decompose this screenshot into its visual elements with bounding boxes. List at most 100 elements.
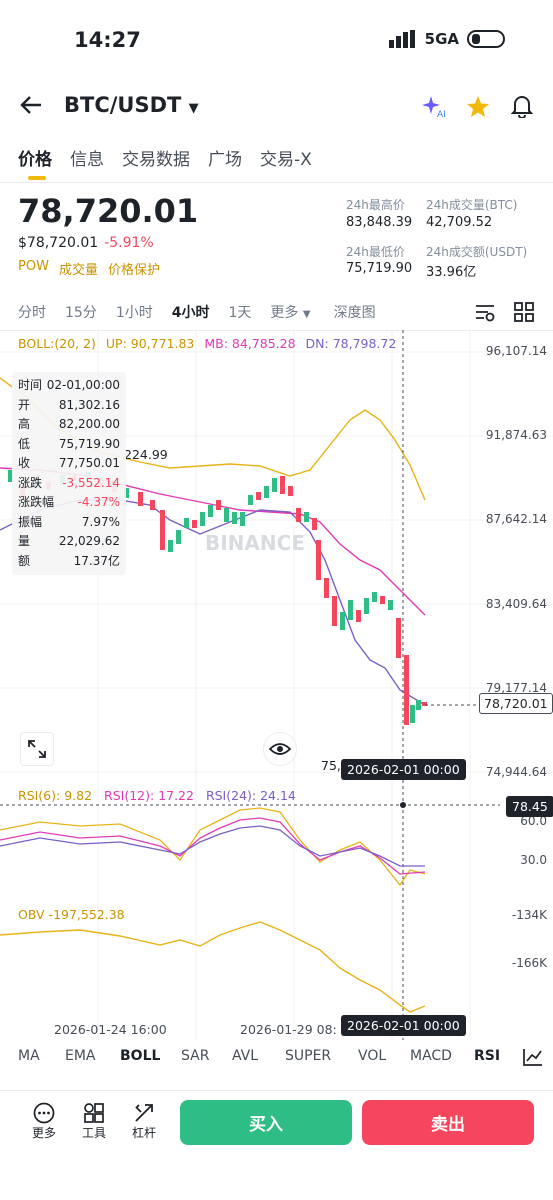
time-tick: 2026-01-29 08: [240,1022,337,1037]
star-icon[interactable] [466,95,490,118]
indicator-avl[interactable]: AVL [232,1048,259,1064]
stat-low-label: 24h最低价 [346,245,405,259]
obv-tick: -166K [511,956,547,970]
indicator-rsi[interactable]: RSI [474,1048,501,1064]
tab-trading-data[interactable]: 交易数据 [122,150,190,170]
battery-icon [467,30,505,48]
tag-volume[interactable]: 成交量 [58,263,98,278]
tab-price[interactable]: 价格 [18,150,52,170]
leverage-icon [135,1104,153,1122]
chevron-down-icon: ▼ [188,101,199,116]
price-tags: POW 成交量 价格保护 [18,259,160,278]
visibility-button[interactable] [263,732,297,766]
indicator-ma[interactable]: MA [18,1048,40,1064]
indicator-super[interactable]: SUPER [285,1048,332,1064]
fiat-price: $78,720.01 -5.91% [18,235,154,251]
footer-leverage[interactable]: 杠杆 [127,1102,161,1141]
layout-grid-icon[interactable] [514,302,534,322]
rsi-legend: RSI(6): 9.82 RSI(12): 17.22 RSI(24): 24.… [18,788,296,803]
indicator-sar[interactable]: SAR [181,1048,210,1064]
high-marker: 224.99 [124,447,168,462]
price-tick: 79,177.14 [485,681,547,695]
divider [0,182,553,183]
stat-vol-usdt-label: 24h成交额(USDT) [426,245,528,259]
boll-dn: DN: 78,798.72 [305,336,397,351]
svg-text:AI: AI [437,110,446,118]
signal-icon [388,30,415,48]
indicator-ema[interactable]: EMA [65,1048,96,1064]
indicator-boll[interactable]: BOLL [120,1048,161,1064]
tag-pow[interactable]: POW [18,259,49,274]
bell-icon[interactable] [511,94,533,118]
caret-down-icon: ▼ [302,309,311,320]
status-indicators: 5GA [388,30,505,48]
crosshair-time-axis-tag: 2026-02-01 00:00 [341,1015,466,1036]
back-arrow-icon[interactable] [20,95,42,115]
tag-price-protection[interactable]: 价格保护 [107,263,160,278]
pair-title[interactable]: BTC/USDT ▼ [64,93,199,117]
stat-low: 75,719.90 [346,261,413,276]
divider [0,1090,553,1091]
indicator-vol[interactable]: VOL [358,1048,387,1064]
tab-info[interactable]: 信息 [70,150,104,170]
price-tick: 83,409.64 [485,597,547,611]
eye-icon [269,743,291,755]
interval-4h[interactable]: 4小时 [171,305,210,321]
buy-button[interactable]: 买入 [180,1100,352,1145]
stat-vol-btc: 42,709.52 [426,215,493,230]
boll-legend: BOLL:(20, 2) UP: 90,771.83 MB: 84,785.28… [18,336,397,351]
interval-1h[interactable]: 1小时 [115,305,153,321]
price-tick: 87,642.14 [485,512,547,526]
interval-bar: 分时 15分 1小时 4小时 1天 更多 ▼ 深度图 [18,302,376,322]
tools-grid-icon [84,1103,104,1123]
candle-tooltip: 时间 02-01,00:00 开 81,302.16 高 82,200.00 低 75,… [12,372,126,575]
rsi-tick: 60.0 [520,814,547,828]
last-price: 78,720.01 [18,192,199,230]
ai-sparkle-icon[interactable]: AI [421,94,447,118]
indicator-tabs: MA EMA BOLL SAR AVL SUPER VOL MACD RSI [18,1048,504,1064]
expand-icon [28,740,46,758]
footer-more[interactable]: 更多 [27,1102,61,1141]
divider [0,330,553,331]
indicator-macd[interactable]: MACD [410,1048,452,1064]
sell-button[interactable]: 卖出 [362,1100,534,1145]
price-tick: 91,874.63 [485,428,547,442]
interval-15m[interactable]: 15分 [65,305,97,321]
price-tick: 96,107.14 [485,344,547,358]
interval-1d[interactable]: 1天 [228,305,252,321]
interval-more[interactable]: 更多 ▼ [270,305,311,321]
rsi-tick: 30.0 [520,853,547,867]
boll-up: UP: 90,771.83 [105,336,195,351]
watermark: BINANCE [205,531,305,555]
stat-high: 83,848.39 [346,215,413,230]
indicator-chart-icon[interactable] [523,1048,543,1066]
network-label: 5GA [424,30,459,48]
more-dots-icon [33,1102,55,1124]
footer-tools[interactable]: 工具 [77,1102,111,1141]
obv-tick: -134K [511,908,547,922]
active-tab-indicator [28,176,46,180]
stat-high-label: 24h最高价 [346,198,405,212]
crosshair-time-tag: 2026-02-01 00:00 [341,759,466,780]
stat-vol-usdt: 33.96亿 [426,265,477,280]
fullscreen-button[interactable] [20,732,54,766]
boll-mb: MB: 84,785.28 [204,336,296,351]
crosshair-value-tag: 78.45 [506,796,553,817]
main-tabs: 价格 信息 交易数据 广场 交易-X [18,145,312,170]
price-tick: 74,944.64 [485,765,547,779]
low-marker: 75, [321,758,341,773]
status-time: 14:27 [74,28,141,52]
stat-vol-btc-label: 24h成交量(BTC) [426,198,518,212]
chart-settings-icon[interactable] [474,302,496,322]
rsi-24: RSI(24): 24.14 [205,788,296,803]
tab-trade-x[interactable]: 交易-X [260,150,312,170]
price-change: -5.91% [104,235,154,251]
rsi-6: RSI(6): 9.82 [18,788,93,803]
time-tick: 2026-01-24 16:00 [54,1022,167,1037]
tab-square[interactable]: 广场 [208,150,242,170]
interval-line[interactable]: 分时 [18,305,46,321]
current-price-tag: 78,720.01 [479,693,553,714]
depth-chart-tab[interactable]: 深度图 [333,305,376,321]
rsi-12: RSI(12): 17.22 [104,788,194,803]
obv-legend: OBV -197,552.38 [18,907,125,922]
